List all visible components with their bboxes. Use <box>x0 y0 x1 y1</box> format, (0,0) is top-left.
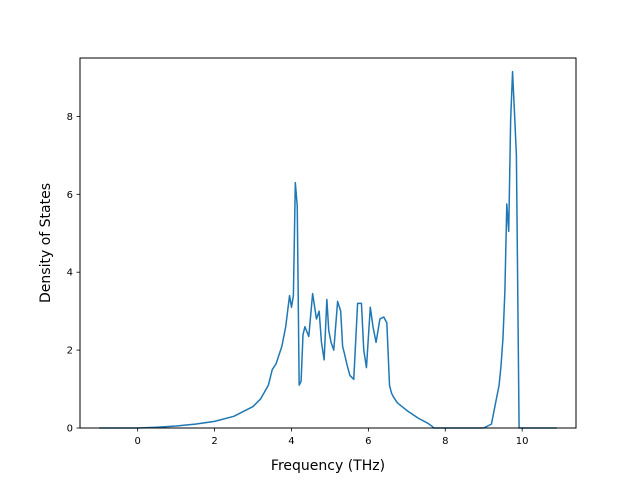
x-tick-label: 0 <box>134 436 140 447</box>
plot-frame <box>79 57 577 429</box>
x-tick-label: 2 <box>211 436 217 447</box>
x-tick-label: 4 <box>288 436 294 447</box>
plot-background <box>80 58 576 428</box>
y-tick-label: 4 <box>67 268 73 279</box>
x-tick-label: 8 <box>442 436 448 447</box>
y-tick-label: 2 <box>67 346 73 357</box>
y-axis-ticks: 0 2 4 6 8 <box>67 112 80 435</box>
x-tick-label: 10 <box>516 436 529 447</box>
y-axis-label: Density of States <box>38 183 54 303</box>
x-axis-label: Frequency (THz) <box>271 458 385 474</box>
series-layer <box>99 70 557 429</box>
dos-series-line <box>99 70 557 429</box>
y-tick-label: 0 <box>67 424 73 435</box>
y-tick-label: 8 <box>67 112 73 123</box>
y-tick-label: 6 <box>67 190 73 201</box>
x-axis-ticks: 0 2 4 6 8 10 <box>134 428 529 447</box>
x-tick-label: 6 <box>365 436 371 447</box>
